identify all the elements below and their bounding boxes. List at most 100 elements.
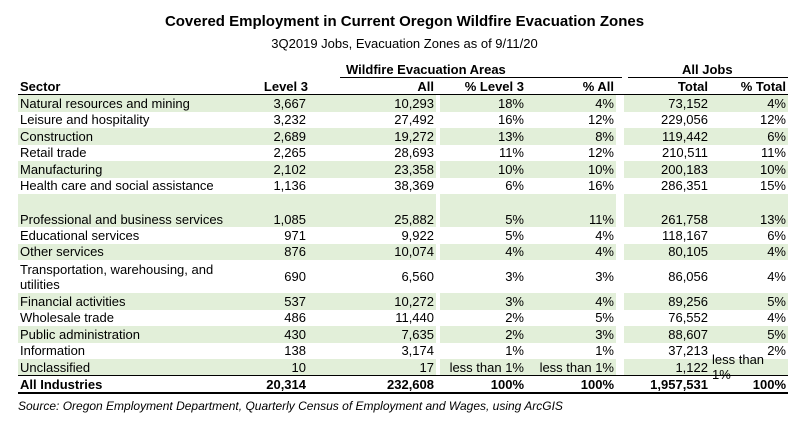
header-rule	[18, 94, 788, 95]
cell-pct-total: 11%	[760, 145, 786, 161]
cell-pct-level3: 13%	[440, 128, 526, 145]
cell-level3: 430	[250, 326, 308, 343]
cell-pct-all: 8%	[526, 128, 616, 145]
total-cell-pct-all: 100%	[580, 376, 614, 392]
cell-total: 1,122	[624, 359, 710, 376]
group-rule-all-jobs	[628, 77, 788, 78]
cell-pct-all: 11%	[526, 194, 616, 227]
cell-pct-total: 4%	[710, 95, 788, 112]
cell-all: 6,560	[401, 269, 434, 284]
column-header-sector: Sector	[20, 79, 61, 94]
cell-level3: 1,085	[250, 194, 308, 227]
cell-sector: Health care and social assistance	[20, 178, 214, 194]
source-note: Source: Oregon Employment Department, Qu…	[18, 399, 563, 413]
cell-total: 73,152	[624, 95, 710, 112]
table-row: Natural resources and mining 3,667 10,293 1…	[0, 95, 809, 112]
cell-level3: 971	[284, 227, 306, 243]
table-subtitle: 3Q2019 Jobs, Evacuation Zones as of 9/11…	[271, 36, 538, 51]
cell-pct-all: 4%	[526, 95, 616, 112]
group-rule-evacuation	[340, 77, 622, 78]
table-row: Transportation, warehousing, and utiliti…	[0, 260, 809, 293]
cell-total: 88,607	[624, 326, 710, 343]
cell-sector: Transportation, warehousing, and utiliti…	[20, 261, 214, 292]
cell-total: 89,256	[624, 293, 710, 310]
cell-sector: Other services	[18, 243, 250, 260]
column-header-pct-level3: % Level 3	[464, 79, 524, 94]
cell-total: 37,213	[668, 343, 708, 359]
cell-level3: 2,689	[250, 128, 308, 145]
cell-pct-all: 5%	[595, 310, 614, 326]
cell-pct-total: 4%	[767, 310, 786, 326]
cell-sector: Leisure and hospitality	[20, 112, 150, 128]
cell-total: 200,183	[624, 161, 710, 178]
cell-all: 27,492	[394, 112, 434, 128]
cell-sector: Construction	[18, 128, 250, 145]
cell-pct-level3: 16%	[497, 112, 524, 128]
cell-all: 10,272	[308, 293, 436, 310]
total-cell-total: 1,957,531	[650, 376, 708, 392]
cell-pct-total: 13%	[710, 194, 788, 227]
cell-pct-level3: 4%	[440, 243, 526, 260]
cell-sector: Financial activities	[18, 293, 250, 310]
cell-total: 86,056	[668, 269, 708, 284]
cell-pct-all: 3%	[526, 326, 616, 343]
cell-sector: Educational services	[20, 227, 140, 243]
cell-level3: 537	[250, 293, 308, 310]
cell-all: 10,293	[308, 95, 436, 112]
cell-all: 9,922	[401, 227, 434, 243]
cell-sector: Unclassified	[18, 359, 250, 376]
cell-pct-all: 4%	[595, 227, 614, 243]
cell-all: 3,174	[401, 343, 434, 359]
cell-level3: 3,667	[250, 95, 308, 112]
cell-total: 229,056	[661, 112, 708, 128]
table-row: Other services 876 10,074 4% 4% 80,105 4%	[0, 243, 809, 260]
table-row: Financial activities 537 10,272 3% 4% 89,256 5…	[0, 293, 809, 310]
cell-pct-level3: 11%	[498, 145, 524, 161]
bottom-rule	[18, 392, 788, 394]
cell-all: 25,882	[308, 194, 436, 227]
cell-all: 19,272	[308, 128, 436, 145]
column-header-total: Total	[677, 79, 708, 94]
cell-total: 118,167	[661, 227, 708, 243]
cell-sector: Natural resources and mining	[18, 95, 250, 112]
cell-total: 210,511	[661, 145, 708, 161]
column-header-level3: Level 3	[263, 79, 308, 94]
table-row: Manufacturing 2,102 23,358 10% 10% 200,183 10%	[0, 161, 809, 178]
total-cell-sector: All Industries	[20, 376, 103, 392]
cell-total: 261,758	[624, 194, 710, 227]
group-header-all-jobs: All Jobs	[682, 62, 733, 77]
table-row: Wholesale trade 486 11,440 2% 5% 76,552 4%	[0, 310, 809, 327]
cell-sector: Retail trade	[20, 145, 87, 161]
cell-pct-total: less than 1%	[710, 352, 788, 382]
cell-sector: Professional and business services	[18, 194, 250, 227]
total-cell-pct-level3: 100%	[490, 376, 524, 392]
cell-pct-level3: 5%	[440, 194, 526, 227]
cell-sector: Information	[20, 343, 86, 359]
cell-pct-level3: 10%	[440, 161, 526, 178]
column-header-pct-total: % Total	[740, 79, 786, 94]
table-row: Retail trade 2,265 28,693 11% 12% 210,511 11%	[0, 145, 809, 162]
cell-pct-total: 5%	[710, 293, 788, 310]
cell-pct-level3: 5%	[505, 227, 524, 243]
cell-level3: 690	[284, 269, 306, 284]
cell-pct-level3: 3%	[440, 293, 526, 310]
cell-pct-total: 4%	[767, 269, 786, 284]
cell-total: 80,105	[624, 243, 710, 260]
cell-pct-total: 6%	[767, 227, 786, 243]
table-row: Unclassified 10 17 less than 1% less than 1%…	[0, 352, 809, 382]
cell-total: 76,552	[668, 310, 708, 326]
cell-all: 11,440	[395, 310, 434, 326]
cell-level3: 2,102	[250, 161, 308, 178]
table-row: Information 138 3,174 1% 1% 37,213 2%	[0, 343, 809, 360]
cell-pct-total: 6%	[710, 128, 788, 145]
cell-pct-total: 12%	[759, 112, 786, 128]
cell-pct-all: 1%	[595, 343, 614, 359]
table-row: Public administration 430 7,635 2% 3% 88,607 5…	[0, 326, 809, 343]
cell-total: 119,442	[624, 128, 710, 145]
cell-total: 286,351	[661, 178, 708, 194]
cell-sector: Public administration	[18, 326, 250, 343]
cell-pct-all: 12%	[587, 112, 614, 128]
cell-pct-all: 10%	[526, 161, 616, 178]
cell-pct-all: 4%	[526, 243, 616, 260]
cell-pct-all: 3%	[595, 269, 614, 284]
